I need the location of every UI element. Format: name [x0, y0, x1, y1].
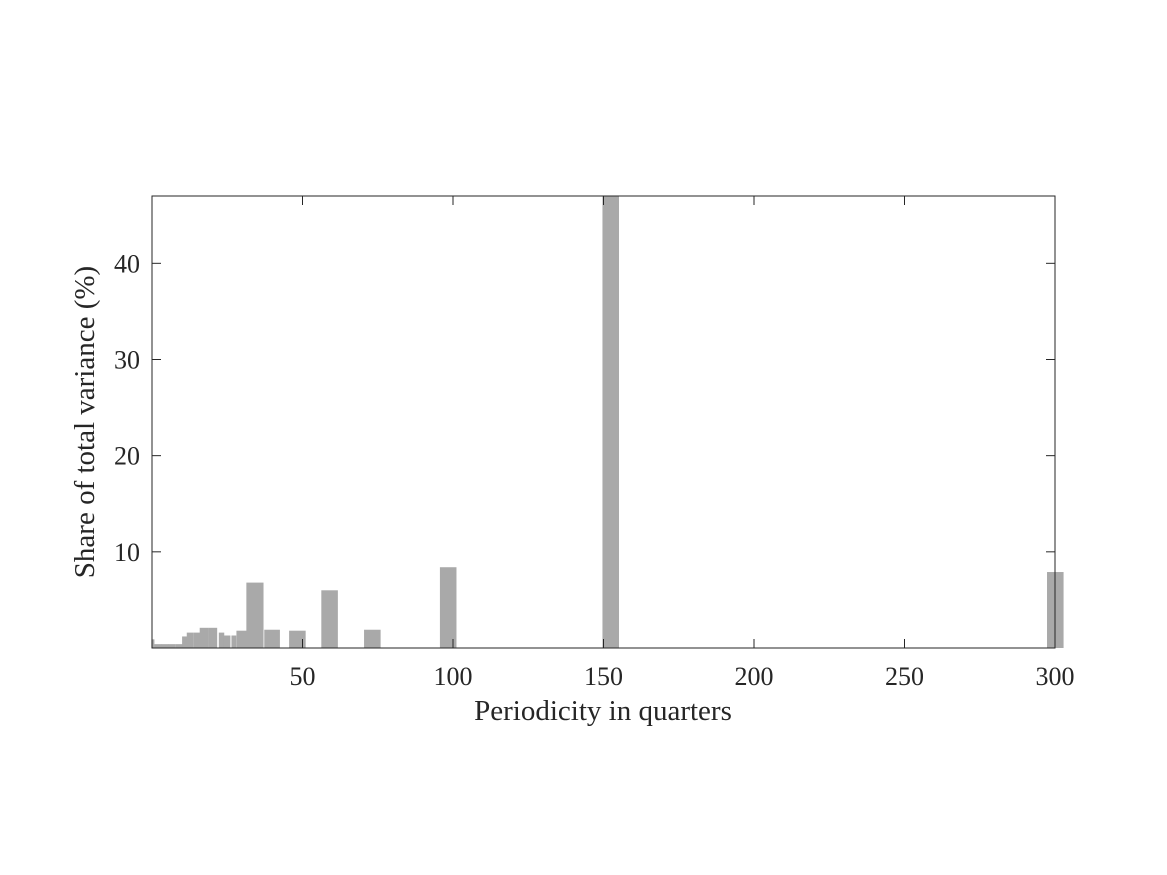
bar-19 — [439, 567, 457, 648]
bar-1 — [154, 644, 162, 648]
bar-2 — [161, 644, 169, 648]
bars-group — [151, 196, 1064, 648]
y-tick-label-30: 30 — [114, 345, 140, 374]
bar-7 — [193, 632, 201, 648]
x-tick-label-150: 150 — [584, 662, 623, 691]
bar-6 — [186, 632, 194, 648]
bar-16 — [289, 630, 306, 648]
y-tick-label-10: 10 — [114, 538, 140, 567]
bar-0 — [151, 639, 155, 648]
x-axis-label: Periodicity in quarters — [474, 695, 732, 727]
bar-4 — [175, 644, 183, 648]
x-tick-label-200: 200 — [735, 662, 774, 691]
y-axis-label: Share of total variance (%) — [69, 266, 101, 578]
bar-20 — [602, 196, 620, 648]
bar-18 — [364, 629, 381, 648]
y-tick-label-40: 40 — [114, 249, 140, 278]
y-tick-label-20: 20 — [114, 442, 140, 471]
bar-8 — [199, 627, 209, 648]
bar-17 — [321, 590, 338, 648]
bar-3 — [168, 644, 176, 648]
x-tick-label-100: 100 — [434, 662, 473, 691]
x-tick-label-50: 50 — [290, 662, 316, 691]
x-axis: 50 100 150 200 250 300 — [290, 196, 1075, 691]
bar-13 — [236, 630, 249, 648]
bar-9 — [208, 627, 218, 648]
x-tick-label-250: 250 — [885, 662, 924, 691]
bar-14 — [246, 582, 264, 648]
bar-11 — [223, 635, 231, 648]
x-tick-label-300: 300 — [1036, 662, 1075, 691]
bar-15 — [264, 629, 280, 648]
y-axis: 10 20 30 40 — [114, 249, 1055, 567]
bar-5 — [182, 636, 188, 648]
bar-10 — [218, 632, 225, 648]
bar-12 — [231, 635, 237, 648]
